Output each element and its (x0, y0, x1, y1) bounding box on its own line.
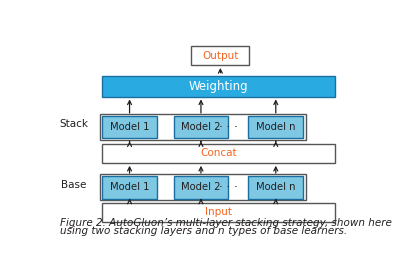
Text: n: n (218, 226, 225, 236)
Text: Model n: Model n (256, 122, 295, 132)
FancyBboxPatch shape (102, 176, 157, 199)
Text: Stack: Stack (59, 119, 88, 129)
Text: using two stacking layers and: using two stacking layers and (60, 226, 218, 236)
FancyBboxPatch shape (248, 116, 303, 138)
Text: Weighting: Weighting (189, 79, 248, 92)
Text: Output: Output (202, 51, 238, 61)
Text: Model 1: Model 1 (110, 182, 149, 192)
Text: Figure 2. AutoGluon’s multi-layer stacking strategy, shown here: Figure 2. AutoGluon’s multi-layer stacki… (60, 218, 392, 228)
FancyBboxPatch shape (102, 116, 157, 138)
FancyBboxPatch shape (102, 203, 335, 222)
FancyBboxPatch shape (248, 176, 303, 199)
FancyBboxPatch shape (191, 46, 249, 65)
Text: Model 2: Model 2 (181, 182, 221, 192)
Text: · · ·: · · · (219, 181, 238, 194)
Text: Base: Base (61, 180, 87, 190)
Text: Input: Input (205, 207, 232, 217)
Text: · · ·: · · · (219, 120, 238, 134)
FancyBboxPatch shape (174, 116, 228, 138)
FancyBboxPatch shape (174, 176, 228, 199)
Text: Concat: Concat (200, 149, 237, 159)
Text: Model n: Model n (256, 182, 295, 192)
Text: Model 2: Model 2 (181, 122, 221, 132)
FancyBboxPatch shape (102, 76, 335, 97)
Text: Model 1: Model 1 (110, 122, 149, 132)
FancyBboxPatch shape (102, 144, 335, 163)
Text: types of base learners.: types of base learners. (225, 226, 347, 236)
